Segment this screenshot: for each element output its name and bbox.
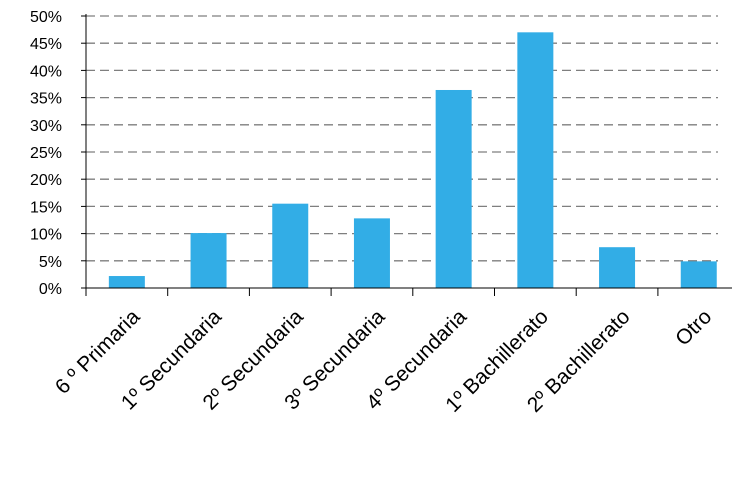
gridlines <box>86 15 718 262</box>
y-tick-labels: 0% 5% 10% 15% 20% 25% 30% 35% 40% 45% 50% <box>30 9 62 298</box>
axes <box>81 14 732 296</box>
y-tick-label: 25% <box>30 145 62 162</box>
bar <box>435 89 472 288</box>
x-tick-label: Otro <box>671 305 716 350</box>
y-tick-label: 35% <box>30 91 62 108</box>
y-tick-label: 0% <box>39 281 62 298</box>
bar <box>517 32 554 288</box>
y-tick-label: 5% <box>39 254 62 271</box>
bar <box>353 218 390 288</box>
y-tick-label: 45% <box>30 36 62 53</box>
bar <box>108 276 145 288</box>
bar <box>599 247 636 288</box>
y-tick-label: 50% <box>30 9 62 26</box>
y-tick-label: 20% <box>30 172 62 189</box>
bar <box>680 261 717 288</box>
y-tick-label: 15% <box>30 199 62 216</box>
y-tick-label: 30% <box>30 118 62 135</box>
y-tick-label: 40% <box>30 63 62 80</box>
bars <box>108 32 717 288</box>
y-tick-label: 10% <box>30 227 62 244</box>
bar <box>272 203 309 288</box>
bar <box>190 233 227 288</box>
